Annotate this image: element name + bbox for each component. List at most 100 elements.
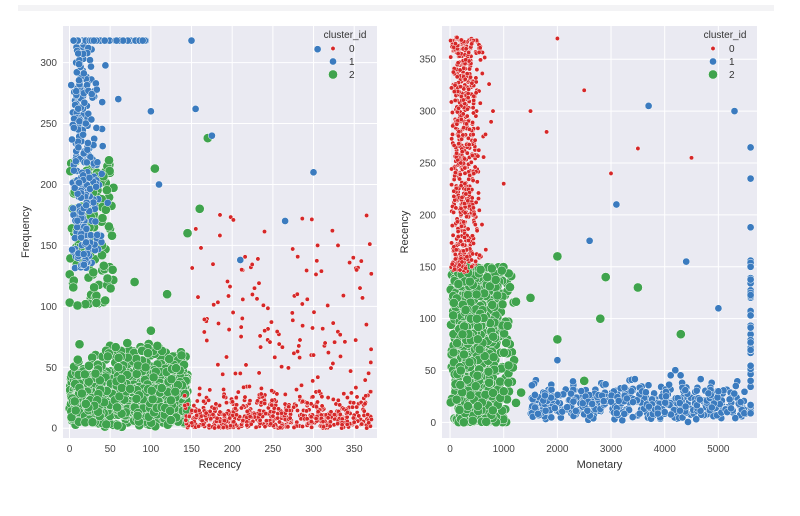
legend-entry-1: 1 bbox=[349, 57, 355, 68]
data-point-cluster-1 bbox=[681, 402, 690, 411]
data-point-cluster-0 bbox=[364, 425, 370, 431]
data-point-cluster-0 bbox=[451, 209, 457, 215]
data-point-cluster-1 bbox=[571, 407, 580, 415]
data-point-cluster-0 bbox=[313, 271, 319, 277]
data-point-cluster-2 bbox=[467, 415, 478, 426]
data-point-cluster-1 bbox=[746, 338, 755, 347]
data-point-cluster-2 bbox=[113, 362, 124, 373]
data-point-cluster-1 bbox=[746, 346, 755, 354]
data-point-cluster-0 bbox=[269, 397, 275, 403]
data-point-cluster-0 bbox=[448, 54, 454, 60]
data-point-cluster-1 bbox=[71, 157, 80, 166]
data-point-cluster-1 bbox=[84, 139, 92, 147]
data-point-cluster-2 bbox=[501, 338, 512, 348]
data-point-cluster-1 bbox=[692, 415, 701, 424]
data-point-cluster-1 bbox=[746, 262, 755, 271]
data-point-cluster-0 bbox=[253, 424, 259, 430]
data-point-cluster-0 bbox=[277, 425, 283, 430]
data-point-cluster-0 bbox=[196, 392, 202, 398]
data-point-cluster-1 bbox=[583, 406, 592, 415]
data-point-cluster-0 bbox=[366, 420, 372, 426]
data-point-cluster-1 bbox=[553, 356, 562, 365]
data-point-cluster-1 bbox=[578, 399, 587, 408]
data-point-cluster-2 bbox=[460, 305, 471, 315]
data-point-cluster-0 bbox=[469, 264, 475, 270]
data-point-cluster-0 bbox=[477, 100, 483, 106]
data-point-cluster-0 bbox=[300, 398, 306, 404]
data-point-cluster-0 bbox=[243, 362, 249, 368]
data-point-cluster-0 bbox=[362, 401, 368, 407]
data-point-cluster-2 bbox=[488, 331, 499, 342]
data-point-cluster-1 bbox=[653, 409, 662, 418]
data-point-cluster-2 bbox=[95, 375, 105, 386]
data-point-cluster-0 bbox=[239, 267, 245, 273]
data-point-cluster-1 bbox=[676, 371, 685, 380]
data-point-cluster-0 bbox=[335, 242, 341, 248]
data-point-cluster-0 bbox=[486, 81, 492, 87]
data-point-cluster-0 bbox=[304, 400, 310, 406]
data-point-cluster-1 bbox=[569, 397, 578, 406]
data-point-cluster-1 bbox=[692, 386, 701, 395]
data-point-cluster-2 bbox=[472, 313, 482, 324]
data-point-cluster-0 bbox=[354, 424, 360, 430]
data-point-cluster-0 bbox=[353, 337, 359, 343]
data-point-cluster-0 bbox=[211, 406, 217, 412]
data-point-cluster-2 bbox=[69, 396, 80, 407]
data-point-cluster-1 bbox=[114, 95, 123, 103]
data-point-cluster-1 bbox=[725, 395, 734, 404]
data-point-cluster-2 bbox=[88, 267, 99, 278]
data-point-cluster-2 bbox=[91, 298, 102, 308]
data-point-cluster-0 bbox=[204, 338, 210, 343]
data-point-cluster-0 bbox=[462, 170, 468, 176]
data-point-cluster-0 bbox=[368, 271, 374, 277]
data-point-cluster-2 bbox=[503, 377, 514, 388]
data-point-cluster-1 bbox=[746, 143, 755, 152]
data-point-cluster-0 bbox=[249, 292, 255, 297]
data-point-cluster-1 bbox=[73, 216, 82, 225]
data-point-cluster-2 bbox=[511, 398, 521, 408]
data-point-cluster-1 bbox=[588, 400, 597, 408]
data-point-cluster-2 bbox=[471, 289, 482, 300]
data-point-cluster-1 bbox=[620, 383, 629, 392]
data-point-cluster-2 bbox=[102, 273, 113, 284]
data-point-cluster-1 bbox=[85, 173, 94, 182]
data-point-cluster-0 bbox=[308, 419, 314, 425]
data-point-cluster-1 bbox=[191, 105, 200, 113]
data-point-cluster-0 bbox=[337, 332, 343, 338]
data-point-cluster-2 bbox=[112, 402, 122, 413]
data-point-cluster-0 bbox=[240, 418, 246, 423]
data-point-cluster-0 bbox=[332, 339, 338, 345]
data-point-cluster-0 bbox=[285, 424, 291, 430]
data-point-cluster-0 bbox=[466, 86, 472, 92]
data-point-cluster-1 bbox=[612, 409, 621, 418]
data-point-cluster-0 bbox=[252, 285, 257, 291]
data-point-cluster-0 bbox=[449, 136, 455, 142]
data-point-cluster-0 bbox=[348, 368, 354, 374]
data-point-cluster-0 bbox=[359, 421, 365, 427]
data-point-cluster-0 bbox=[260, 302, 266, 308]
data-point-cluster-1 bbox=[696, 375, 705, 383]
data-point-cluster-0 bbox=[265, 305, 271, 311]
data-point-cluster-0 bbox=[470, 132, 476, 137]
data-point-cluster-0 bbox=[238, 324, 244, 330]
data-point-cluster-0 bbox=[309, 424, 315, 430]
data-point-cluster-1 bbox=[100, 36, 109, 45]
data-point-cluster-0 bbox=[203, 410, 209, 416]
data-point-cluster-2 bbox=[97, 213, 108, 223]
data-point-cluster-0 bbox=[465, 226, 471, 232]
data-point-cluster-0 bbox=[227, 284, 233, 290]
data-point-cluster-0 bbox=[363, 393, 369, 399]
legend-marker-1 bbox=[329, 57, 337, 66]
data-point-cluster-2 bbox=[89, 282, 99, 293]
data-point-cluster-0 bbox=[366, 370, 372, 376]
data-point-cluster-2 bbox=[162, 289, 172, 300]
data-point-cluster-0 bbox=[230, 310, 236, 315]
data-point-cluster-2 bbox=[498, 386, 509, 397]
data-point-cluster-0 bbox=[224, 354, 229, 360]
data-point-cluster-0 bbox=[470, 251, 476, 257]
data-point-cluster-1 bbox=[74, 49, 83, 58]
data-point-cluster-0 bbox=[220, 371, 226, 377]
data-point-cluster-0 bbox=[304, 416, 310, 422]
data-point-cluster-1 bbox=[628, 413, 637, 421]
